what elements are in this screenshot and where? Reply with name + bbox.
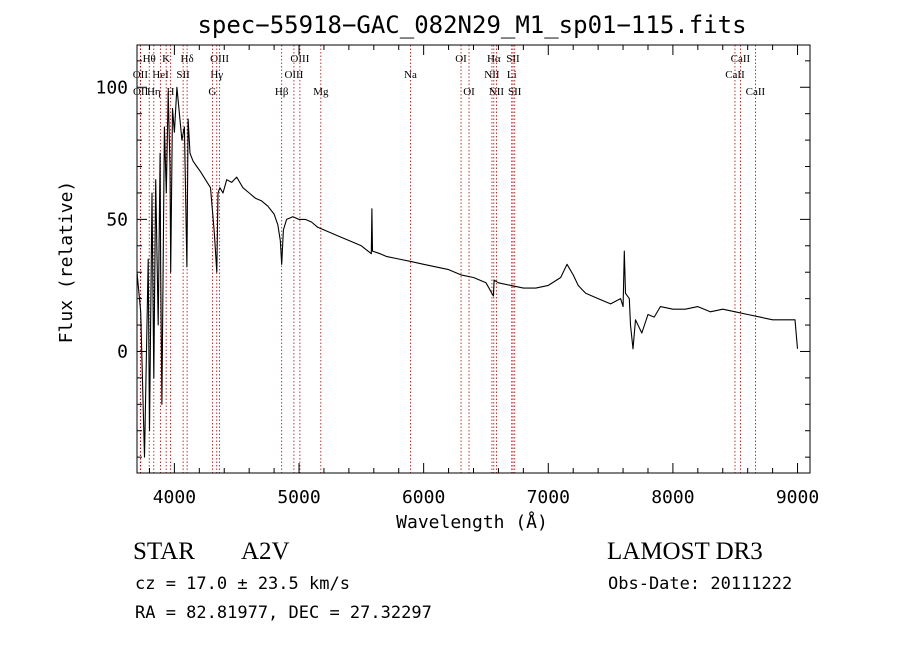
chart-title: spec−55918−GAC_082N29_M1_sp01−115.fits [197,11,746,39]
line-marker-label: NII [489,86,505,98]
line-marker-label: Hβ [275,86,289,98]
observation-date: Obs-Date: 20111222 [608,574,793,594]
redshift-velocity: cz = 17.0 ± 23.5 km/s [135,574,350,594]
x-tick-label: 6000 [402,487,445,508]
line-marker-label: Na [404,69,417,81]
axes: 4000 5000 6000 7000 8000 9000 0 50 100 [95,45,819,508]
line-marker-label: OIII [210,53,229,65]
x-tick-label: 9000 [776,487,819,508]
line-marker-label: Hθ [143,53,156,65]
x-tick-label: 5000 [277,487,320,508]
line-marker-label: OIII [290,53,309,65]
line-marker-label: G [208,86,216,98]
line-marker-label: HeI [152,69,169,81]
y-tick-label: 0 [117,341,128,362]
line-marker-label: CaII [731,53,751,65]
line-marker-label: Mg [313,86,329,98]
series-layer [136,86,799,458]
line-marker-label: Hη [147,86,161,98]
line-marker-label: SII [176,69,190,81]
line-marker-label: Hγ [210,69,223,81]
object-subclass: A2V [241,538,290,565]
x-tick-label: 7000 [527,487,570,508]
x-tick-label: 8000 [651,487,694,508]
line-marker-label: NII [484,69,500,81]
line-marker-label: SII [508,86,522,98]
line-marker-label: OI [455,53,467,65]
line-marker-label: K [162,53,170,65]
y-tick-label: 50 [106,209,128,230]
line-marker-label: H [167,86,175,98]
line-marker-label: Hα [487,53,501,65]
y-axis-label: Flux (relative) [56,181,77,344]
spectrum-line [136,86,799,458]
survey-name: LAMOST DR3 [607,538,763,565]
line-marker-label: Li [507,69,517,81]
y-tick-label: 100 [95,77,128,98]
line-marker-label: OIII [284,69,303,81]
x-tick-label: 4000 [153,487,196,508]
line-marker-label: OI [463,86,475,98]
line-marker-label: SII [506,53,520,65]
coordinates: RA = 82.81977, DEC = 27.32297 [135,603,432,623]
line-marker-label: CaII [746,86,766,98]
plot-frame [136,44,811,474]
line-marker-label: CaII [725,69,745,81]
object-class: STAR [133,538,195,565]
x-axis-label: Wavelength (Å) [396,511,548,533]
line-marker-label: Hδ [181,53,194,65]
